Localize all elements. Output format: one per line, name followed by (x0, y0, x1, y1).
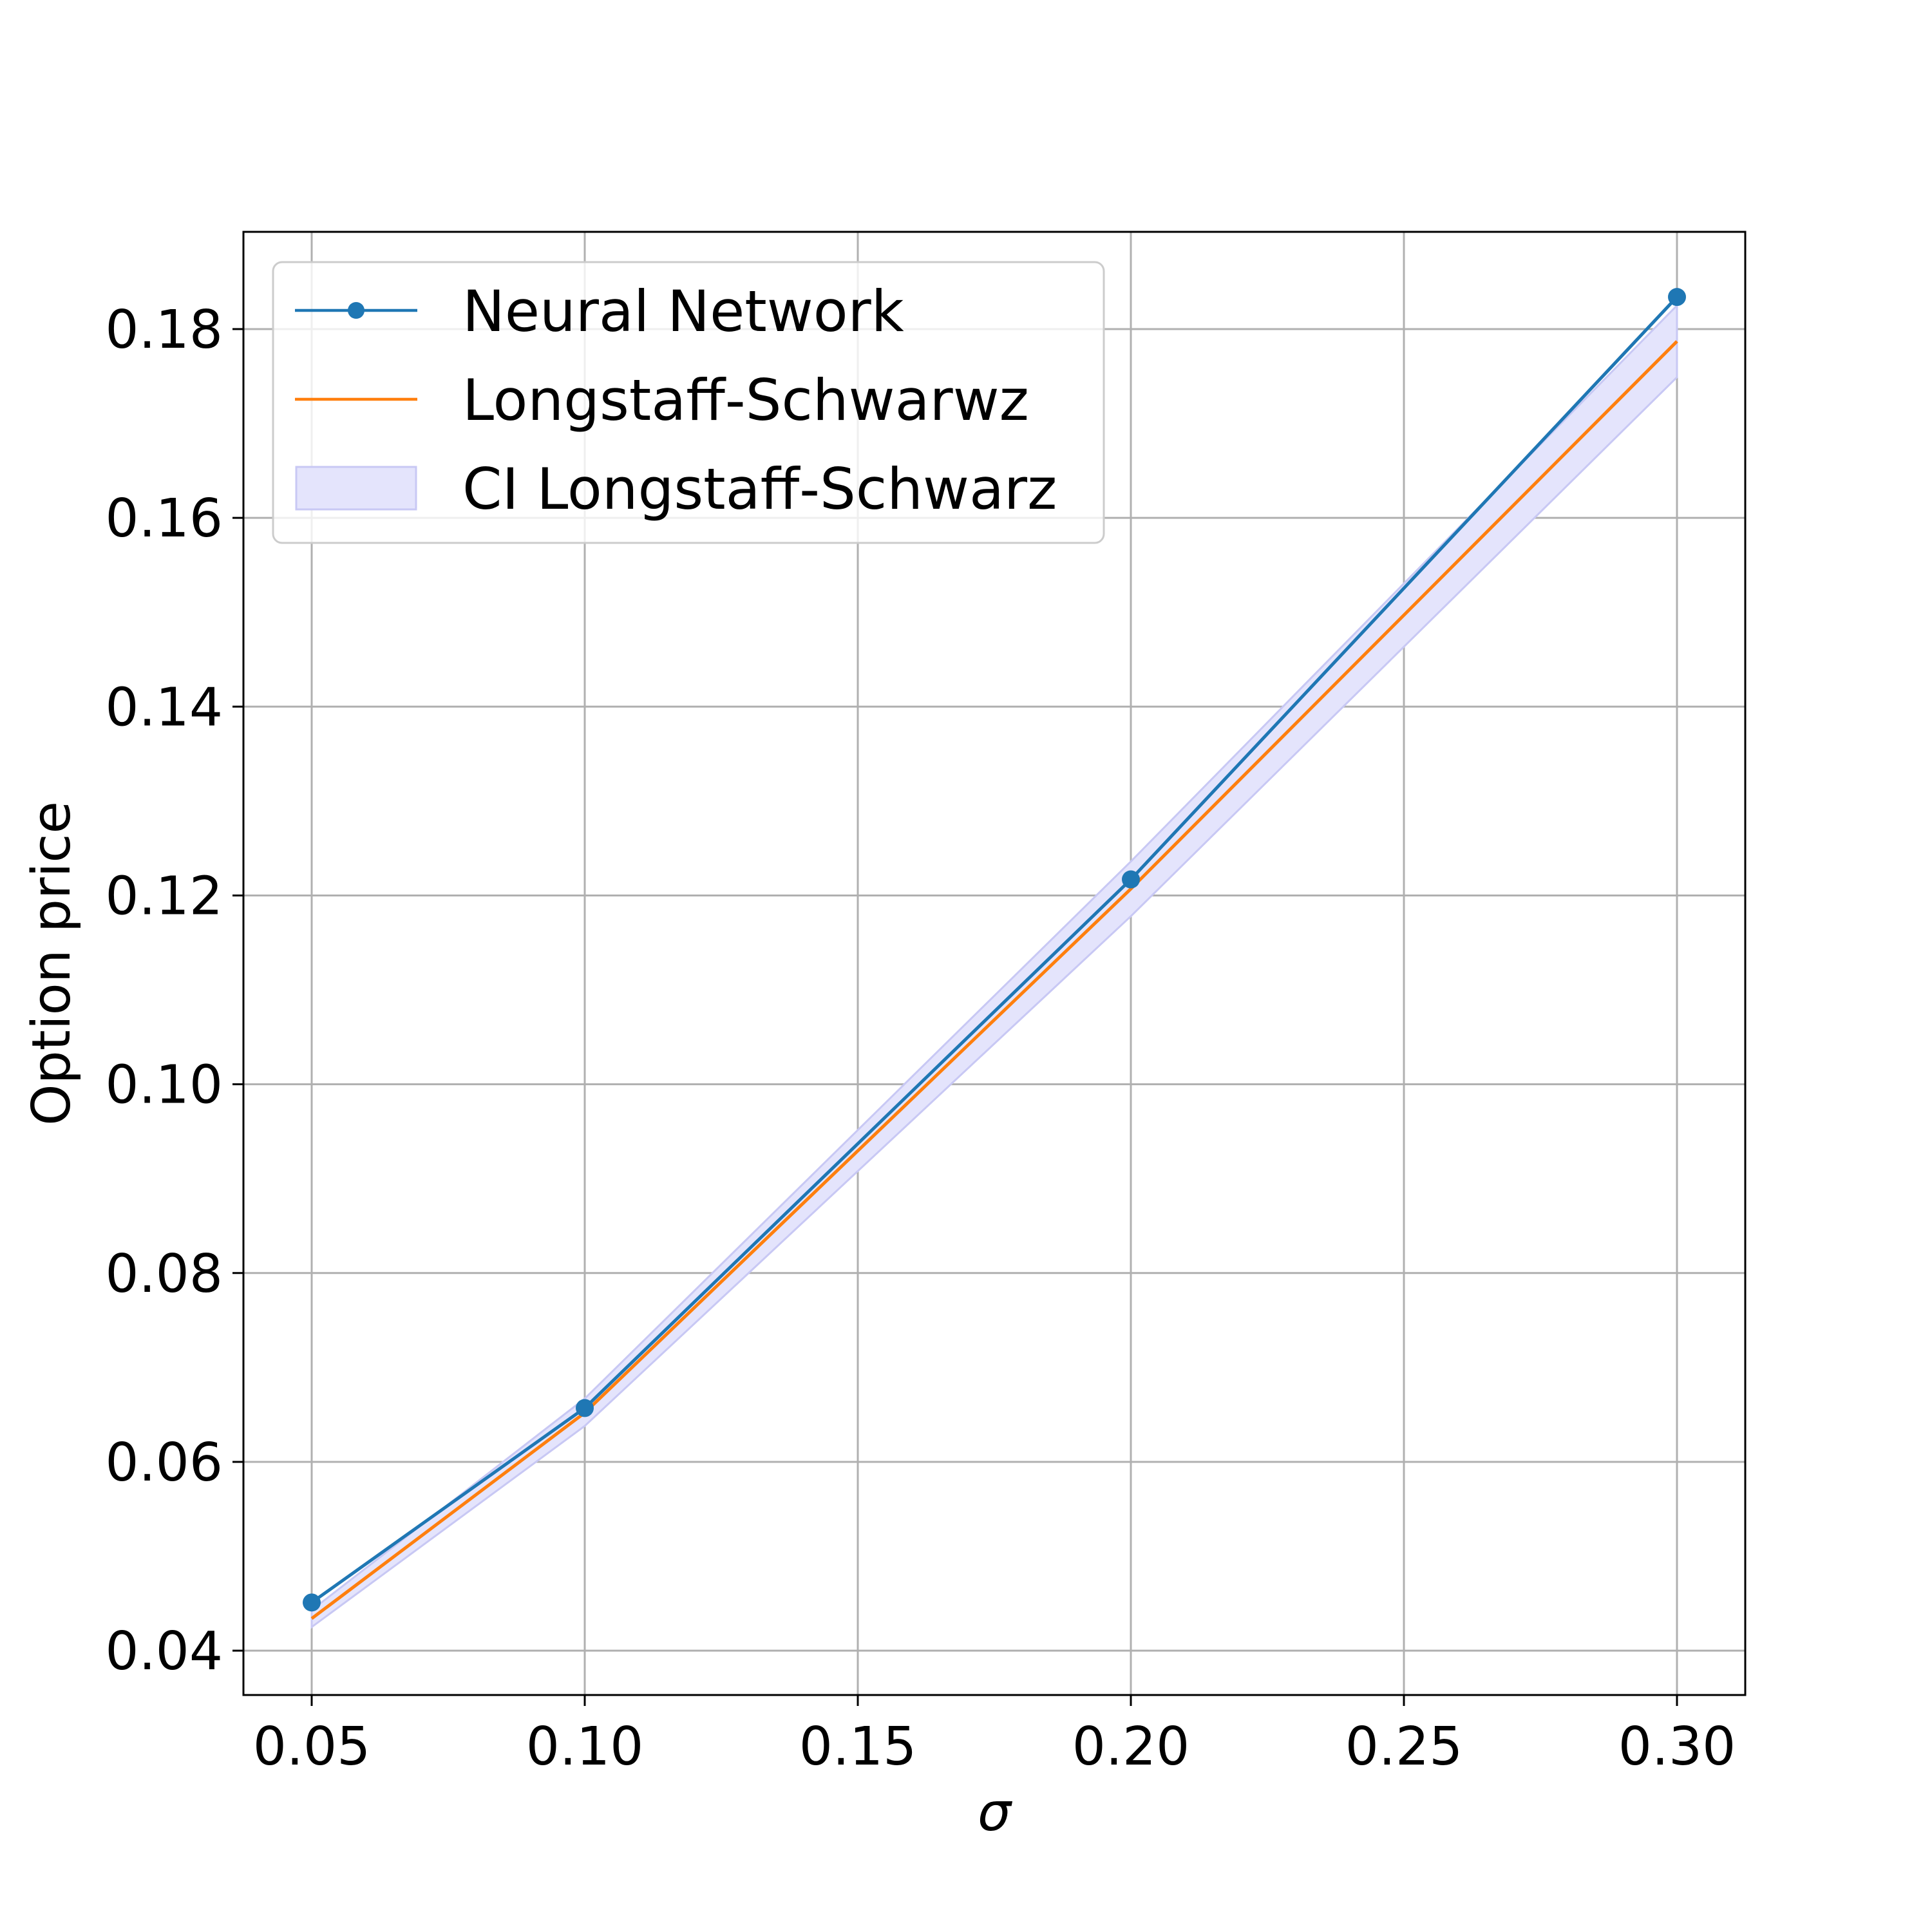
data-point-neural-network (1122, 871, 1140, 889)
y-tick-label: 0.04 (105, 1621, 223, 1682)
x-tick-label: 0.25 (1345, 1716, 1463, 1777)
x-axis-label: σ (978, 1782, 1013, 1843)
legend-neural-network-marker-icon (348, 302, 365, 319)
x-tick-label: 0.15 (799, 1716, 917, 1777)
y-tick-label: 0.16 (105, 488, 223, 549)
x-tick-label: 0.20 (1072, 1716, 1190, 1777)
data-point-neural-network (303, 1593, 321, 1611)
x-tick-label: 0.10 (526, 1716, 644, 1777)
y-tick-label: 0.10 (105, 1055, 223, 1116)
y-tick-label: 0.12 (105, 866, 223, 927)
legend: Neural Network Longstaff-Schwarwz CI Lon… (273, 262, 1104, 543)
data-point-neural-network (1668, 288, 1686, 306)
y-tick-label: 0.18 (105, 299, 223, 361)
x-tick-label: 0.05 (253, 1716, 371, 1777)
y-tick-label: 0.08 (105, 1244, 223, 1305)
data-point-neural-network (576, 1399, 594, 1417)
legend-ci-band-label: CI Longstaff-Schwarz (462, 456, 1057, 522)
x-tick-label: 0.30 (1618, 1716, 1736, 1777)
legend-longstaff-schwartz-label: Longstaff-Schwarwz (462, 367, 1029, 433)
y-axis-label: Option price (21, 801, 82, 1126)
legend-neural-network-label: Neural Network (462, 278, 904, 345)
y-tick-label: 0.06 (105, 1432, 223, 1493)
y-tick-label: 0.14 (105, 677, 223, 738)
legend-ci-band-swatch-icon (296, 467, 416, 509)
